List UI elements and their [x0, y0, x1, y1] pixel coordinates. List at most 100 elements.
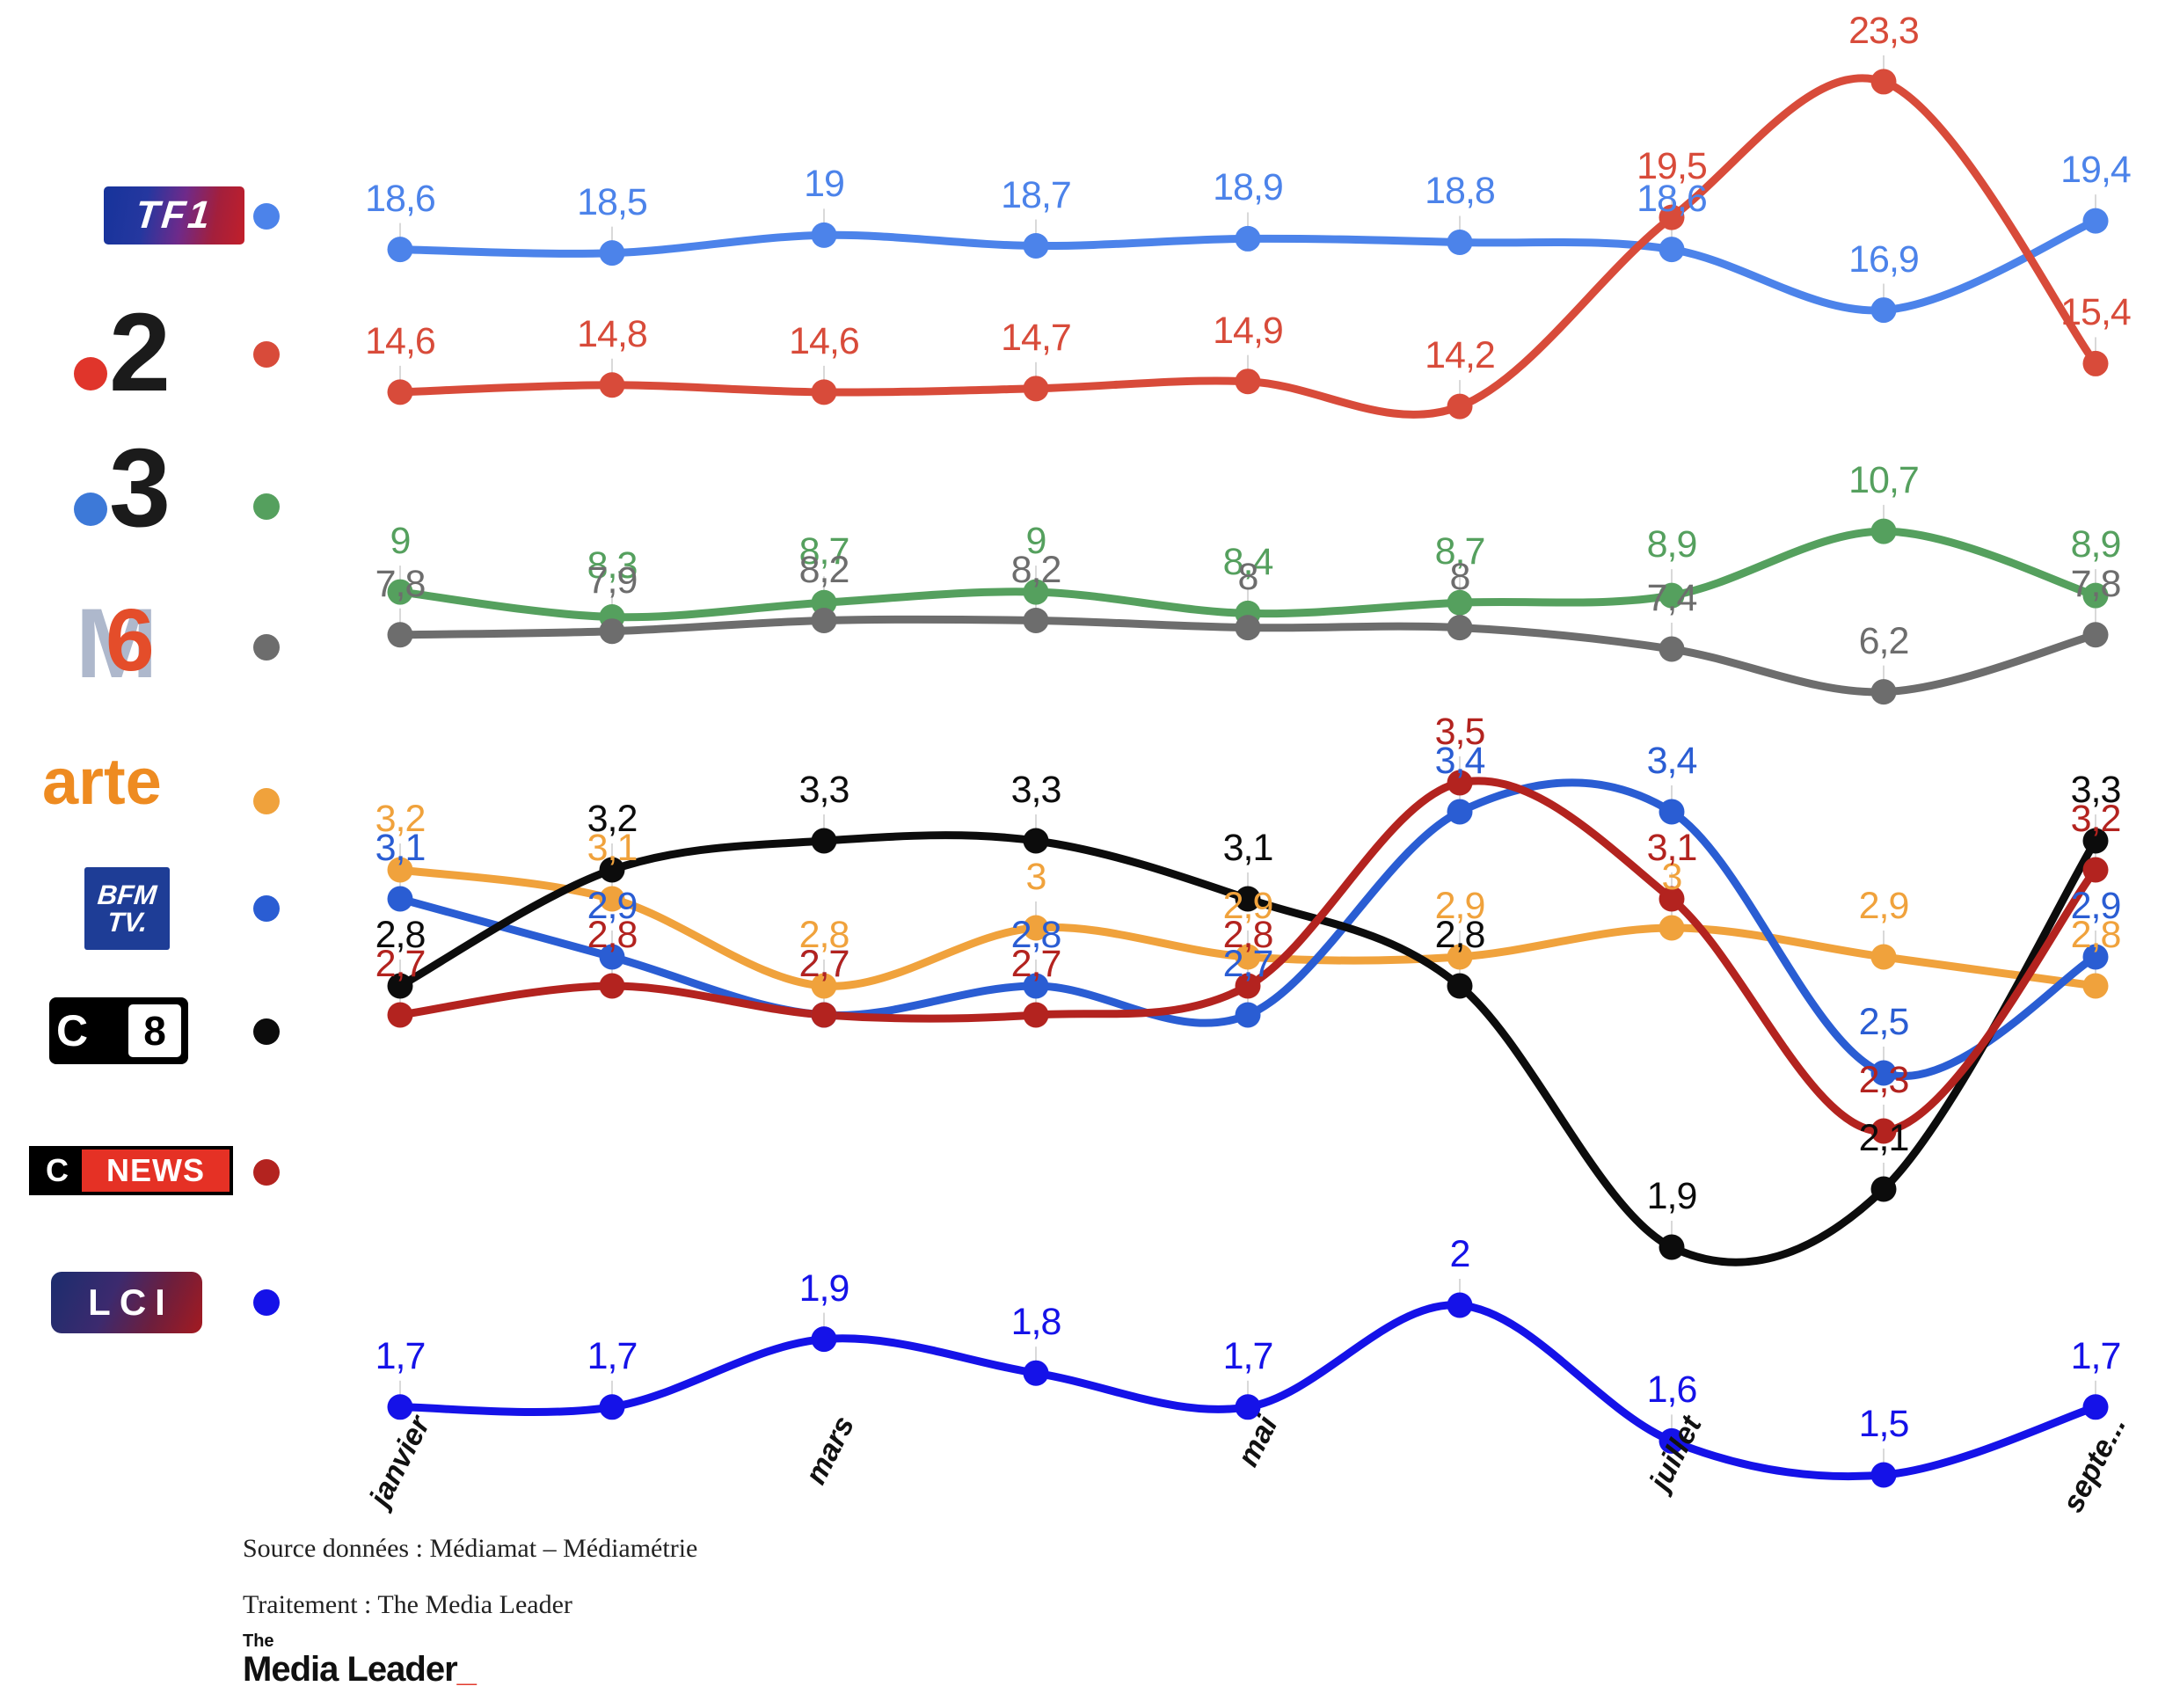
- data-point-arte: [2082, 973, 2109, 999]
- data-point-lci: [1235, 1394, 1261, 1420]
- data-point-bfm-tv: [1447, 799, 1473, 825]
- data-label-arte: 3,1: [587, 827, 638, 869]
- legend-dot-cnews: [253, 1159, 280, 1186]
- data-label-bfm-tv: 2,9: [2070, 885, 2122, 927]
- data-label-m6: 8: [1449, 555, 1471, 598]
- data-label-c8: 3,3: [2070, 769, 2122, 811]
- data-label-cnews: 3,2: [2070, 798, 2122, 840]
- data-point-cnews: [387, 1002, 413, 1028]
- data-point-bfm-tv: [1023, 973, 1049, 999]
- data-label-cnews: 3,5: [1434, 711, 1486, 753]
- logo-tf1: TF1: [104, 186, 244, 245]
- data-point-arte: [1235, 944, 1261, 970]
- data-point-tf1: [1023, 233, 1049, 259]
- data-point-tf1: [1870, 297, 1897, 324]
- data-label-cnews: 3,1: [1646, 827, 1698, 869]
- data-point-tf1: [2082, 208, 2109, 234]
- logo-m6: M 6: [76, 595, 157, 693]
- data-label-tf1: 19,4: [2060, 149, 2132, 192]
- data-label-m6: 7,4: [1646, 576, 1698, 619]
- data-label-tf1: 18,6: [365, 177, 436, 220]
- brand-name: Media Leader: [243, 1650, 458, 1689]
- data-label-arte: 3: [1025, 856, 1047, 898]
- data-label-tf1: 18,9: [1213, 166, 1284, 209]
- data-label-m6: 8: [1237, 555, 1259, 598]
- data-point-m6: [1659, 636, 1685, 662]
- legend-dot-bfmtv: [253, 895, 280, 922]
- data-label-france-2: 14,6: [365, 319, 436, 362]
- data-point-m6: [2082, 622, 2109, 648]
- data-label-cnews: 2,3: [1858, 1059, 1910, 1101]
- data-label-france-3: 10,7: [1848, 459, 1920, 502]
- traitement-text: Traitement : The Media Leader: [243, 1590, 572, 1619]
- data-point-cnews: [2082, 857, 2109, 883]
- logo-m6-six: 6: [106, 591, 155, 690]
- data-point-cnews: [1447, 770, 1473, 796]
- data-label-m6: 8,2: [798, 548, 850, 591]
- data-label-bfm-tv: 2,5: [1858, 1001, 1910, 1043]
- data-point-bfm-tv: [387, 886, 413, 912]
- data-point-france-2: [1870, 69, 1897, 95]
- data-label-tf1: 16,9: [1848, 237, 1920, 281]
- data-point-france-2: [599, 372, 625, 398]
- data-label-m6: 6,2: [1858, 619, 1910, 662]
- data-label-bfm-tv: 3,1: [375, 827, 426, 869]
- data-label-lci: 1,6: [1646, 1369, 1698, 1412]
- data-point-c8: [1235, 886, 1261, 912]
- data-point-lci: [811, 1326, 837, 1353]
- data-point-c8: [599, 857, 625, 883]
- data-label-c8: 3,3: [1010, 769, 1062, 811]
- data-point-france-2: [1447, 393, 1473, 420]
- data-point-m6: [387, 622, 413, 648]
- data-point-lci: [599, 1394, 625, 1420]
- data-label-lci: 2: [1449, 1233, 1471, 1275]
- data-point-cnews: [1870, 1118, 1897, 1144]
- logo-lci: LCI: [51, 1272, 202, 1333]
- data-point-france-2: [387, 379, 413, 405]
- data-label-c8: 3,1: [1222, 827, 1274, 869]
- data-point-lci: [1023, 1360, 1049, 1386]
- legend-dot-tf1: [253, 203, 280, 230]
- data-point-arte: [1659, 915, 1685, 941]
- data-point-tf1: [1447, 229, 1473, 255]
- data-point-france-2: [2082, 350, 2109, 376]
- france2-logo-dot: [74, 357, 107, 391]
- data-point-bfm-tv: [2082, 944, 2109, 970]
- data-point-cnews: [599, 973, 625, 999]
- data-label-france-3: 8,7: [798, 530, 850, 573]
- data-point-m6: [1870, 679, 1897, 705]
- data-point-tf1: [599, 240, 625, 266]
- data-label-france-3: 9: [1025, 520, 1047, 563]
- data-point-france-2: [811, 379, 837, 405]
- logo-c8-eight: 8: [128, 1004, 181, 1057]
- data-point-tf1: [1659, 237, 1685, 263]
- data-point-lci: [387, 1394, 413, 1420]
- logo-cnews: C NEWS: [29, 1146, 233, 1195]
- data-point-m6: [599, 618, 625, 645]
- data-label-bfm-tv: 2,8: [1010, 914, 1062, 956]
- data-point-arte: [1023, 915, 1049, 941]
- data-label-arte: 3: [1661, 856, 1683, 898]
- data-label-france-3: 9: [390, 520, 412, 563]
- series-line-c8: [396, 831, 2100, 1266]
- data-label-m6: 7,9: [587, 558, 638, 602]
- data-label-france-3: 8,9: [2070, 523, 2122, 566]
- x-axis-label-anchor: septe...: [0, 1411, 2132, 1518]
- series-line-bfm-tv: [396, 778, 2100, 1080]
- data-point-lci: [2082, 1394, 2109, 1420]
- data-label-bfm-tv: 2,7: [1222, 943, 1274, 985]
- data-point-tf1: [811, 222, 837, 248]
- data-label-lci: 1,5: [1858, 1403, 1910, 1445]
- series-line-cnews: [396, 777, 2100, 1135]
- data-label-tf1: 18,5: [577, 180, 648, 223]
- data-label-cnews: 2,7: [1010, 943, 1062, 985]
- logo-m6-m: M: [76, 588, 158, 698]
- data-point-cnews: [1023, 1002, 1049, 1028]
- data-label-france-3: 8,4: [1222, 541, 1274, 584]
- legend-dot-c8: [253, 1018, 280, 1045]
- logo-france3: 3: [109, 426, 171, 550]
- data-label-c8: 3,2: [587, 798, 638, 840]
- data-label-c8: 2,1: [1858, 1117, 1910, 1159]
- data-label-france-2: 15,4: [2060, 291, 2132, 334]
- data-label-france-3: 8,7: [1434, 530, 1486, 573]
